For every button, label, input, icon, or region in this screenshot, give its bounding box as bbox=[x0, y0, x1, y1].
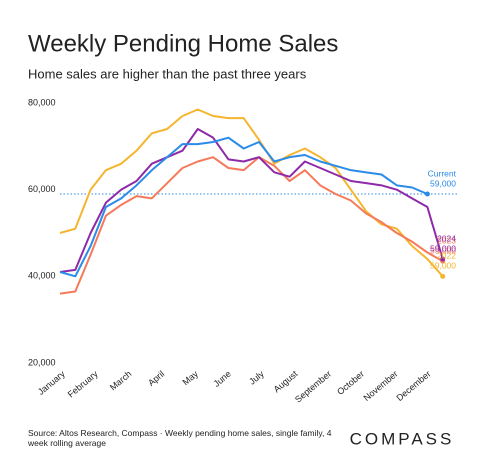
end-dot bbox=[424, 191, 430, 197]
annotation: 59,000 bbox=[430, 243, 456, 253]
chart-title: Weekly Pending Home Sales bbox=[28, 30, 338, 57]
series-line bbox=[59, 136, 428, 278]
legend-label: 2022 bbox=[437, 251, 456, 261]
x-tick-label: September bbox=[293, 369, 333, 405]
x-tick-label: October bbox=[335, 369, 366, 397]
legend-label: Current bbox=[428, 168, 457, 178]
annotation: 59,000 bbox=[430, 261, 456, 271]
x-tick-label: April bbox=[146, 369, 166, 388]
series-line bbox=[59, 108, 444, 277]
y-tick-label: 20,000 bbox=[28, 357, 56, 367]
y-tick-label: 80,000 bbox=[28, 97, 56, 107]
source-note: Source: Altos Research, Compass · Weekly… bbox=[28, 428, 332, 448]
x-tick-label: July bbox=[247, 368, 266, 386]
x-tick-label: January bbox=[36, 368, 67, 397]
end-dot bbox=[440, 256, 446, 262]
x-tick-label: November bbox=[362, 369, 400, 403]
series-line bbox=[59, 156, 444, 295]
legend-label: 2023 bbox=[437, 235, 456, 245]
series-line bbox=[59, 128, 444, 273]
x-tick-label: August bbox=[272, 368, 300, 394]
x-tick-label: June bbox=[212, 369, 233, 389]
brand: COMPASS bbox=[350, 429, 455, 448]
legend-label: 2024 bbox=[437, 233, 456, 243]
end-dot bbox=[440, 273, 446, 279]
y-tick-label: 40,000 bbox=[28, 271, 56, 281]
x-tick-label: March bbox=[108, 369, 134, 393]
annotation: 59,000 bbox=[430, 178, 456, 188]
chart-subtitle: Home sales are higher than the past thre… bbox=[28, 66, 307, 81]
x-tick-label: December bbox=[394, 369, 432, 403]
y-tick-label: 60,000 bbox=[28, 184, 56, 194]
annotation: 59,000 bbox=[430, 245, 456, 255]
x-tick-label: February bbox=[66, 368, 100, 399]
x-tick-label: May bbox=[181, 368, 201, 387]
